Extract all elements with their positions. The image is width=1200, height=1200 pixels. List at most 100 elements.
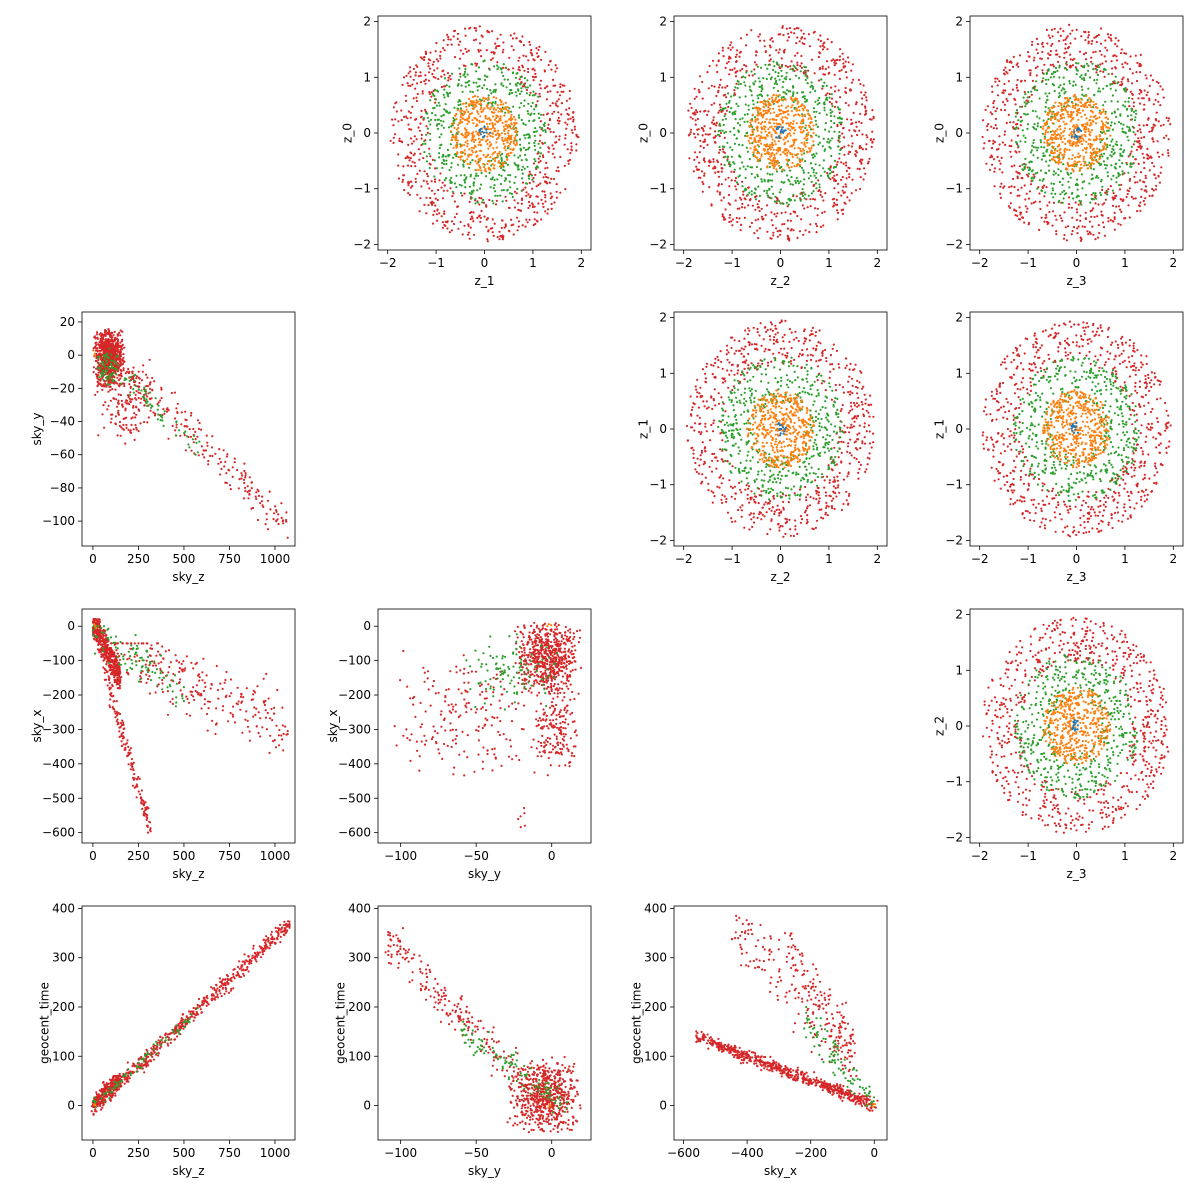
scatter-point [772, 86, 775, 89]
scatter-point [1108, 127, 1111, 130]
scatter-point [497, 66, 500, 69]
scatter-point [787, 127, 790, 130]
scatter-point [756, 106, 759, 109]
scatter-point [746, 150, 750, 153]
scatter-point [779, 67, 782, 70]
scatter-point [479, 108, 482, 111]
scatter-point [548, 181, 552, 184]
scatter-point [755, 165, 759, 169]
scatter-point [449, 187, 452, 190]
scatter-point [846, 118, 849, 121]
scatter-point [560, 113, 563, 116]
scatter-point [783, 149, 786, 152]
scatter-point [523, 134, 526, 137]
scatter-point [791, 155, 794, 159]
scatter-point [418, 129, 421, 132]
scatter-point [710, 204, 713, 207]
scatter-point [751, 128, 754, 131]
scatter-point [457, 126, 460, 130]
scatter-point [715, 94, 718, 98]
scatter-point [753, 148, 756, 151]
scatter-point [1073, 57, 1076, 60]
x-tick-label: −2 [675, 256, 693, 270]
scatter-point [492, 147, 495, 150]
scatter-point [731, 46, 734, 49]
scatter-point [731, 113, 734, 116]
scatter-point [781, 26, 784, 29]
scatter-point [762, 109, 765, 113]
scatter-point [813, 155, 816, 158]
scatter-point [1067, 180, 1070, 183]
scatter-point [477, 158, 480, 161]
scatter-point [785, 71, 788, 74]
scatter-point [778, 93, 781, 97]
scatter-point [749, 119, 752, 122]
scatter-point [556, 105, 559, 108]
scatter-point [1109, 83, 1112, 86]
scatter-point [450, 166, 453, 169]
scatter-point [837, 145, 840, 148]
scatter-point [504, 132, 507, 136]
y-tick-label: 1 [659, 70, 667, 84]
scatter-point [772, 192, 775, 195]
scatter-point [478, 103, 481, 106]
scatter-point [466, 139, 469, 142]
scatter-point [514, 144, 517, 147]
scatter-point [575, 143, 578, 146]
scatter-point [1014, 128, 1017, 131]
scatter-point [747, 139, 750, 142]
scatter-point [1018, 54, 1022, 57]
scatter-point [475, 155, 478, 158]
scatter-point [699, 75, 702, 78]
scatter-point [423, 140, 426, 143]
scatter-point [1132, 101, 1135, 104]
scatter-point [453, 216, 456, 219]
scatter-point [791, 161, 794, 165]
scatter-point [1005, 97, 1008, 100]
scatter-point [854, 130, 857, 133]
scatter-point [1120, 183, 1123, 186]
scatter-point [1018, 218, 1022, 221]
scatter-point [1025, 173, 1029, 176]
scatter-point [1089, 115, 1092, 118]
scatter-point [565, 99, 569, 102]
scatter-point [1099, 163, 1102, 166]
scatter-point [788, 239, 791, 242]
scatter-point [502, 48, 505, 51]
scatter-point [724, 66, 727, 69]
scatter-point [983, 142, 986, 145]
scatter-point [783, 152, 787, 155]
scatter-point [1151, 194, 1154, 197]
scatter-point [1136, 129, 1139, 133]
scatter-point [836, 123, 839, 127]
scatter-point [699, 139, 702, 142]
scatter-point [716, 170, 720, 173]
scatter-point [722, 196, 726, 199]
scatter-point [780, 211, 783, 215]
scatter-point [1113, 151, 1116, 154]
scatter-point [707, 87, 710, 90]
scatter-point [1152, 123, 1155, 126]
scatter-point [1076, 188, 1079, 191]
scatter-point [1102, 160, 1105, 163]
scatter-point [830, 102, 834, 105]
scatter-point [748, 85, 751, 88]
scatter-point [503, 226, 506, 229]
scatter-point [1123, 131, 1126, 134]
scatter-point [1073, 107, 1077, 110]
scatter-point [1008, 69, 1011, 72]
scatter-point [1127, 97, 1131, 100]
scatter-point [501, 234, 504, 237]
scatter-point [420, 133, 423, 136]
scatter-point [1115, 140, 1118, 143]
scatter-point [1087, 142, 1090, 146]
scatter-point [850, 81, 854, 84]
scatter-point [443, 108, 446, 111]
scatter-point [819, 45, 822, 48]
scatter-point [1061, 201, 1064, 204]
scatter-point [1056, 119, 1059, 122]
scatter-point [561, 84, 564, 87]
scatter-point [484, 204, 488, 207]
scatter-point [516, 202, 520, 205]
scatter-point [756, 118, 759, 121]
